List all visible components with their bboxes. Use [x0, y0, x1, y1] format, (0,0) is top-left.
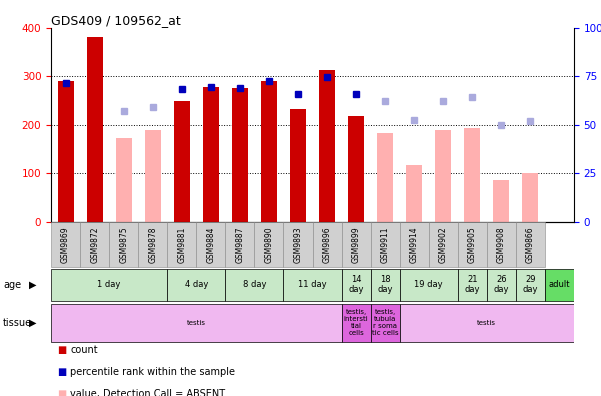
Text: ▶: ▶: [29, 318, 36, 328]
Bar: [458, 269, 487, 301]
Bar: [400, 269, 458, 301]
Text: GSM9914: GSM9914: [410, 226, 419, 263]
Text: 8 day: 8 day: [243, 280, 266, 289]
Bar: [80, 222, 109, 267]
Bar: [174, 101, 190, 222]
Bar: [87, 37, 103, 222]
Bar: [516, 269, 545, 301]
Bar: [319, 70, 335, 222]
Text: 21
day: 21 day: [465, 275, 480, 294]
Text: GDS409 / 109562_at: GDS409 / 109562_at: [51, 13, 181, 27]
Bar: [197, 222, 225, 267]
Bar: [254, 222, 284, 267]
Bar: [348, 116, 364, 222]
Text: GSM9905: GSM9905: [468, 226, 477, 263]
Text: GSM9866: GSM9866: [526, 226, 535, 263]
Bar: [284, 222, 313, 267]
Bar: [341, 269, 371, 301]
Text: ■: ■: [57, 389, 66, 396]
Text: GSM9911: GSM9911: [380, 226, 389, 263]
Text: GSM9869: GSM9869: [61, 226, 70, 263]
Text: testis,
intersti
tial
cells: testis, intersti tial cells: [344, 309, 368, 336]
Text: 1 day: 1 day: [97, 280, 121, 289]
Text: count: count: [70, 345, 98, 356]
Text: GSM9881: GSM9881: [177, 227, 186, 263]
Text: 4 day: 4 day: [185, 280, 208, 289]
Text: age: age: [3, 280, 21, 290]
Bar: [487, 222, 516, 267]
Bar: [313, 222, 341, 267]
Bar: [284, 269, 341, 301]
Text: GSM9875: GSM9875: [119, 226, 128, 263]
Bar: [435, 129, 451, 222]
Bar: [145, 129, 160, 222]
Bar: [58, 81, 73, 222]
Bar: [51, 304, 341, 342]
Bar: [290, 109, 306, 222]
Text: testis: testis: [477, 320, 496, 326]
Text: 14
day: 14 day: [349, 275, 364, 294]
Bar: [458, 222, 487, 267]
Bar: [116, 138, 132, 222]
Bar: [516, 222, 545, 267]
Bar: [167, 222, 197, 267]
Text: GSM9890: GSM9890: [264, 226, 273, 263]
Text: GSM9908: GSM9908: [497, 226, 506, 263]
Bar: [371, 222, 400, 267]
Bar: [51, 269, 167, 301]
Text: 18
day: 18 day: [377, 275, 393, 294]
Text: 11 day: 11 day: [298, 280, 327, 289]
Bar: [138, 222, 167, 267]
Bar: [522, 173, 538, 222]
Text: GSM9893: GSM9893: [293, 226, 302, 263]
Text: GSM9902: GSM9902: [439, 226, 448, 263]
Text: GSM9884: GSM9884: [206, 226, 215, 263]
Bar: [261, 81, 277, 222]
Text: GSM9878: GSM9878: [148, 226, 157, 263]
Text: tissue: tissue: [3, 318, 32, 328]
Bar: [109, 222, 138, 267]
Text: testis,
tubula
r soma
tic cells: testis, tubula r soma tic cells: [372, 309, 398, 336]
Text: value, Detection Call = ABSENT: value, Detection Call = ABSENT: [70, 389, 225, 396]
Bar: [429, 222, 458, 267]
Text: GSM9896: GSM9896: [323, 226, 332, 263]
Bar: [377, 133, 393, 222]
Text: adult: adult: [549, 280, 570, 289]
Text: percentile rank within the sample: percentile rank within the sample: [70, 367, 236, 377]
Bar: [371, 304, 400, 342]
Text: GSM9899: GSM9899: [352, 226, 361, 263]
Text: testis: testis: [187, 320, 206, 326]
Bar: [225, 222, 254, 267]
Bar: [203, 87, 219, 222]
Bar: [225, 269, 284, 301]
Text: ■: ■: [57, 345, 66, 356]
Bar: [465, 128, 480, 222]
Text: 29
day: 29 day: [523, 275, 538, 294]
Text: ▶: ▶: [29, 280, 36, 290]
Text: GSM9872: GSM9872: [90, 226, 99, 263]
Bar: [232, 88, 248, 222]
Bar: [545, 269, 574, 301]
Bar: [493, 180, 509, 222]
Bar: [51, 222, 80, 267]
Text: 19 day: 19 day: [415, 280, 443, 289]
Text: GSM9887: GSM9887: [236, 226, 245, 263]
Bar: [371, 269, 400, 301]
Bar: [341, 222, 371, 267]
Bar: [400, 222, 429, 267]
Bar: [400, 304, 574, 342]
Text: 26
day: 26 day: [493, 275, 509, 294]
Bar: [487, 269, 516, 301]
Bar: [167, 269, 225, 301]
Bar: [341, 304, 371, 342]
Text: ■: ■: [57, 367, 66, 377]
Bar: [406, 166, 422, 222]
